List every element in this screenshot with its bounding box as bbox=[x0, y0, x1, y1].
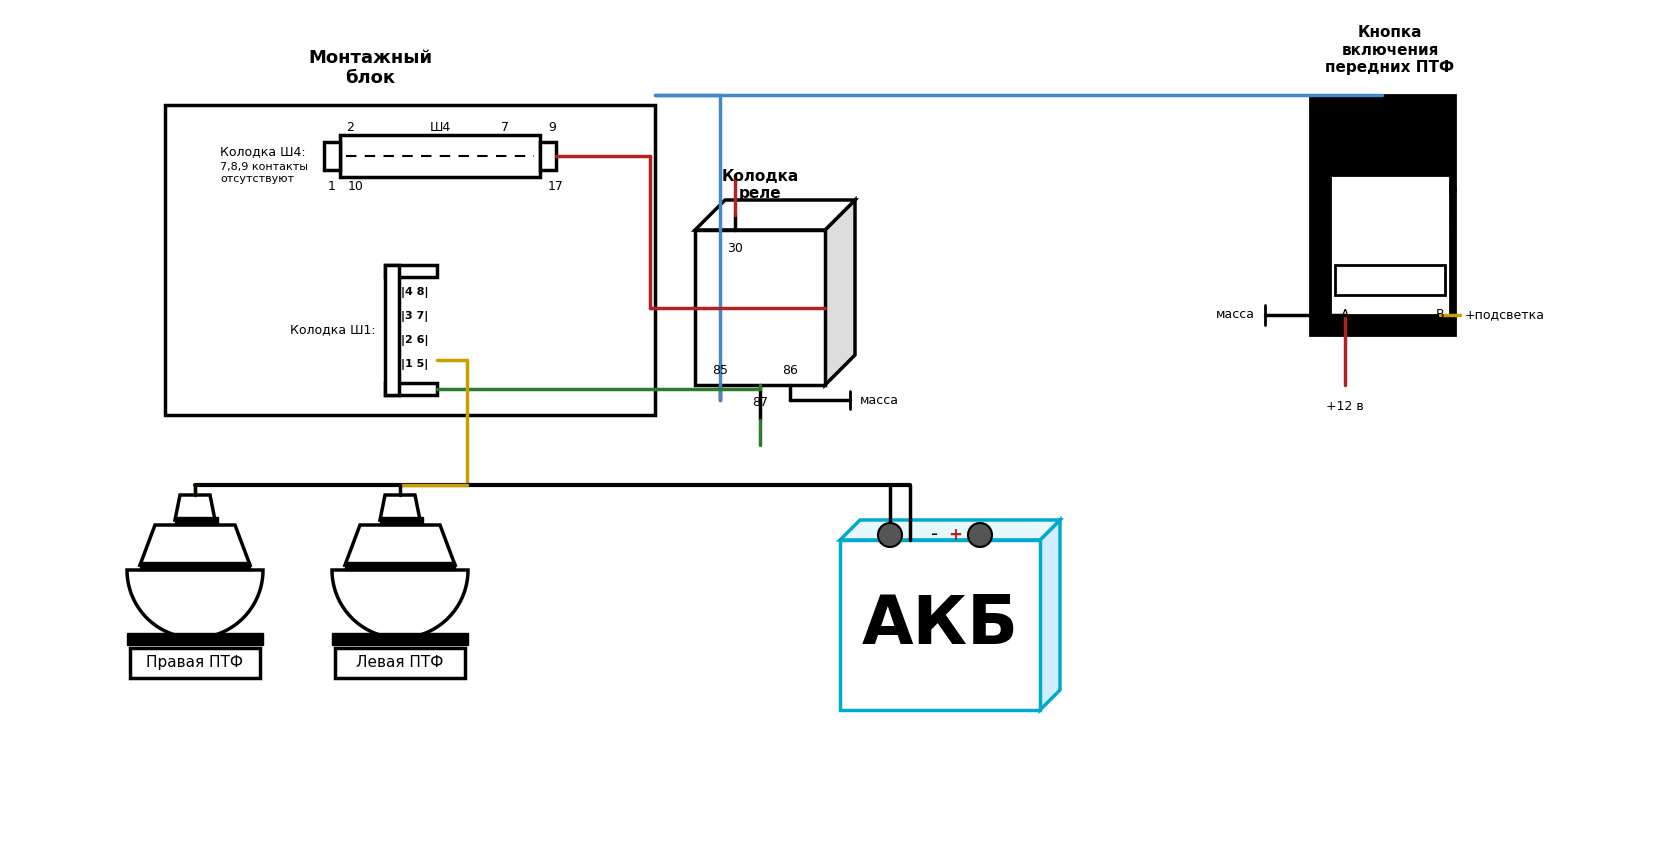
Text: 2: 2 bbox=[346, 120, 353, 133]
Bar bbox=[130, 648, 259, 678]
Bar bbox=[1330, 175, 1449, 315]
Bar bbox=[385, 383, 437, 395]
Polygon shape bbox=[127, 570, 263, 638]
Text: |2 6|: |2 6| bbox=[402, 335, 428, 347]
Polygon shape bbox=[141, 525, 249, 565]
Polygon shape bbox=[380, 495, 420, 520]
Bar bbox=[1333, 265, 1444, 295]
Bar bbox=[127, 633, 263, 645]
Text: |1 5|: |1 5| bbox=[402, 359, 428, 371]
Text: 7: 7 bbox=[500, 120, 509, 133]
Bar bbox=[141, 562, 249, 570]
Text: B: B bbox=[1435, 309, 1444, 322]
Text: A: A bbox=[1340, 309, 1348, 322]
Polygon shape bbox=[176, 495, 214, 520]
Text: Левая ПТФ: Левая ПТФ bbox=[356, 655, 443, 671]
Polygon shape bbox=[840, 520, 1059, 540]
Text: 9: 9 bbox=[547, 120, 555, 133]
Bar bbox=[166, 105, 654, 415]
Circle shape bbox=[877, 523, 902, 547]
Bar bbox=[380, 517, 423, 525]
Text: +подсветка: +подсветка bbox=[1464, 309, 1544, 322]
Text: 10: 10 bbox=[348, 181, 363, 194]
Text: -: - bbox=[930, 525, 939, 544]
Text: 1: 1 bbox=[328, 181, 336, 194]
Text: 17: 17 bbox=[547, 181, 564, 194]
Text: Колодка Ш4:: Колодка Ш4: bbox=[219, 145, 306, 158]
Text: масса: масса bbox=[860, 394, 898, 407]
Polygon shape bbox=[1039, 520, 1059, 710]
Text: 86: 86 bbox=[781, 364, 798, 377]
Bar bbox=[694, 230, 825, 385]
Polygon shape bbox=[825, 200, 855, 385]
Text: Колодка
реле: Колодка реле bbox=[721, 169, 798, 201]
Text: 85: 85 bbox=[711, 364, 728, 377]
Text: D: D bbox=[1447, 183, 1457, 196]
Polygon shape bbox=[331, 570, 468, 638]
Bar bbox=[385, 265, 398, 395]
Text: АКБ: АКБ bbox=[862, 592, 1017, 658]
Text: Ш4: Ш4 bbox=[428, 120, 450, 133]
Bar bbox=[385, 265, 437, 277]
Text: 2: 2 bbox=[1447, 199, 1456, 212]
Bar bbox=[331, 633, 468, 645]
Text: Колодка Ш1:: Колодка Ш1: bbox=[289, 323, 375, 336]
Text: |4 8|: |4 8| bbox=[402, 287, 428, 298]
Bar bbox=[176, 517, 217, 525]
Text: 7,8,9 контакты
отсутствуют: 7,8,9 контакты отсутствуют bbox=[219, 162, 308, 183]
Text: Кнопка
включения
передних ПТФ: Кнопка включения передних ПТФ bbox=[1325, 25, 1454, 75]
Polygon shape bbox=[694, 200, 855, 230]
Circle shape bbox=[967, 523, 992, 547]
Text: |3 7|: |3 7| bbox=[402, 311, 428, 322]
Text: +12 в: +12 в bbox=[1325, 400, 1363, 413]
Bar bbox=[345, 562, 455, 570]
Text: 30: 30 bbox=[726, 242, 743, 255]
Bar bbox=[540, 142, 555, 170]
Bar bbox=[325, 142, 340, 170]
Text: Монтажный
блок: Монтажный блок bbox=[308, 49, 432, 88]
Text: масса: масса bbox=[1215, 309, 1255, 322]
Text: Правая ПТФ: Правая ПТФ bbox=[147, 655, 243, 671]
Bar bbox=[335, 648, 465, 678]
Bar bbox=[840, 540, 1039, 710]
Text: +: + bbox=[947, 526, 962, 544]
Polygon shape bbox=[345, 525, 455, 565]
Text: 1: 1 bbox=[1447, 218, 1456, 231]
Text: 87: 87 bbox=[751, 396, 768, 409]
Bar bbox=[340, 135, 540, 177]
Bar bbox=[1310, 95, 1454, 335]
